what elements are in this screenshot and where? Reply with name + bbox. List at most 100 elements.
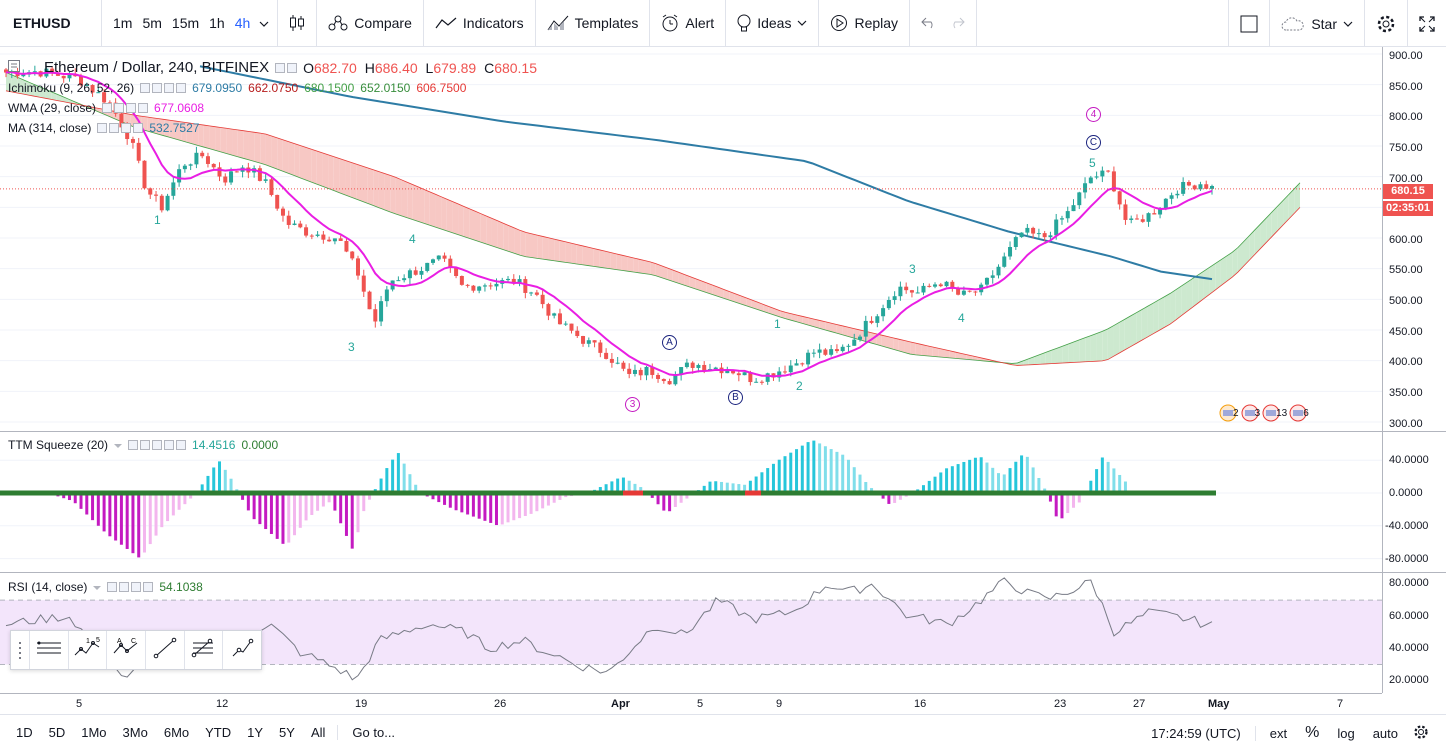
tool-fib[interactable] — [183, 631, 223, 669]
ichimoku-cloud-segment — [1288, 188, 1295, 220]
ttm-bar — [962, 461, 966, 493]
ideas-button[interactable]: Ideas — [726, 0, 820, 47]
range-ytd[interactable]: YTD — [205, 725, 232, 740]
gear-icon[interactable] — [1407, 724, 1438, 743]
main-chart-pane[interactable] — [0, 47, 1446, 431]
ichimoku-cloud-segment — [746, 297, 752, 308]
candle-body — [67, 73, 72, 79]
indicators-button[interactable]: Indicators — [424, 0, 536, 47]
trend-line-icon — [153, 637, 177, 664]
ttm-bar — [939, 472, 943, 493]
range-6mo[interactable]: 6Mo — [163, 725, 190, 740]
templates-button[interactable]: Templates — [536, 0, 651, 47]
auto-toggle[interactable]: auto — [1372, 725, 1398, 741]
fullscreen-button[interactable] — [1407, 0, 1446, 47]
layout-button[interactable] — [1228, 0, 1269, 47]
price-axis[interactable] — [1382, 47, 1446, 431]
ichimoku-cloud-segment — [198, 124, 204, 148]
indicator-controls[interactable] — [107, 582, 154, 592]
compare-button[interactable]: Compare — [317, 0, 424, 47]
event-flag-icon[interactable]: 13 — [1262, 404, 1287, 422]
indicator-controls[interactable] — [140, 83, 187, 93]
ma-legend[interactable]: MA (314, close) 532.7527 — [8, 121, 199, 135]
range-all[interactable]: All — [310, 725, 326, 740]
candle-body — [367, 291, 372, 310]
ichimoku-cloud-segment — [1158, 296, 1165, 331]
candle-body — [892, 296, 897, 300]
ext-toggle[interactable]: ext — [1269, 725, 1288, 741]
star-button[interactable]: Star — [1269, 0, 1364, 47]
ichimoku-cloud-segment — [678, 272, 685, 286]
replay-button[interactable]: Replay — [819, 0, 911, 47]
ttm-bar — [1037, 477, 1041, 493]
collapse-icon[interactable] — [8, 60, 20, 75]
tool-trendline[interactable] — [144, 631, 184, 669]
redo-button[interactable] — [943, 0, 978, 47]
symbol-search[interactable]: ETHUSD — [0, 0, 102, 47]
tool-path[interactable] — [222, 631, 261, 669]
range-1y[interactable]: 1Y — [247, 725, 264, 740]
tool-hlines[interactable] — [28, 631, 68, 669]
price-tick: 700.00 — [1389, 173, 1423, 185]
interval-4h[interactable]: 4h — [234, 15, 251, 31]
price-tick: 600.00 — [1389, 234, 1423, 246]
event-flag-icon[interactable]: 6 — [1289, 404, 1309, 422]
compare-label: Compare — [354, 15, 412, 31]
range-5d[interactable]: 5D — [48, 725, 66, 740]
indicator-controls[interactable] — [102, 103, 149, 113]
event-flag-icon[interactable]: 2 — [1219, 404, 1239, 422]
wma-legend[interactable]: WMA (29, close) 677.0608 — [8, 101, 204, 115]
chart-type-button[interactable] — [278, 0, 318, 47]
alert-button[interactable]: Alert — [650, 0, 727, 47]
indicator-controls[interactable] — [97, 123, 144, 133]
ichimoku-span-a-line — [5, 72, 1301, 364]
lightbulb-icon — [737, 14, 751, 32]
ichimoku-cloud-segment — [898, 339, 905, 353]
undo-button[interactable] — [910, 0, 943, 47]
range-5y[interactable]: 5Y — [279, 725, 295, 740]
ttm-bar — [789, 452, 793, 493]
ttm-bar — [1066, 493, 1070, 514]
ttm-bar — [252, 493, 256, 520]
range-3mo[interactable]: 3Mo — [122, 725, 148, 740]
ttm-legend[interactable]: TTM Squeeze (20) 14.4516 0.0000 — [8, 438, 278, 452]
log-toggle[interactable]: log — [1337, 725, 1355, 741]
candle-body — [373, 309, 378, 322]
percent-toggle[interactable]: % — [1305, 724, 1320, 741]
ichimoku-cloud-segment — [508, 225, 515, 254]
indicator-controls[interactable] — [128, 440, 187, 450]
series-controls[interactable] — [275, 62, 298, 73]
range-1d[interactable]: 1D — [16, 725, 33, 740]
candle-body — [650, 366, 655, 375]
rsi-axis[interactable] — [1382, 572, 1446, 693]
compare-icon — [328, 15, 348, 31]
time-axis[interactable]: 5 12 19 26 Apr 5 9 16 23 27 May 7 — [0, 693, 1382, 714]
range-1mo[interactable]: 1Mo — [81, 725, 107, 740]
event-markers[interactable]: 2 3 13 6 — [1219, 404, 1309, 422]
ichimoku-legend[interactable]: Ichimoku (9, 26, 52, 26) 679.0950 662.07… — [8, 81, 466, 95]
event-flag-icon[interactable]: 3 — [1241, 404, 1260, 422]
settings-button[interactable] — [1364, 0, 1407, 47]
chevron-down-icon[interactable] — [259, 15, 269, 31]
interval-1h[interactable]: 1h — [209, 15, 225, 31]
ichimoku-cloud-segment — [853, 328, 860, 340]
goto-button[interactable]: Go to... — [337, 725, 395, 740]
clock-label[interactable]: 17:24:59 (UTC) — [1142, 725, 1256, 741]
rsi-legend[interactable]: RSI (14, close) 54.1038 — [8, 580, 203, 594]
interval-5m[interactable]: 5m — [142, 15, 162, 31]
interval-15m[interactable]: 15m — [171, 15, 200, 31]
ttm-bar — [483, 493, 487, 521]
price-tick: 850.00 — [1389, 81, 1423, 93]
candle-body — [465, 284, 470, 286]
ichimoku-cloud-segment — [599, 249, 605, 268]
drag-handle[interactable] — [11, 631, 29, 669]
ttm-squeeze-pane[interactable] — [0, 431, 1446, 572]
ttm-axis[interactable] — [1382, 431, 1446, 572]
interval-1m[interactable]: 1m — [113, 15, 133, 31]
candle-body — [944, 281, 949, 287]
ichimoku-cloud-segment — [1096, 331, 1103, 362]
ichimoku-cloud-segment — [960, 353, 967, 360]
ttm-bar — [823, 446, 827, 493]
